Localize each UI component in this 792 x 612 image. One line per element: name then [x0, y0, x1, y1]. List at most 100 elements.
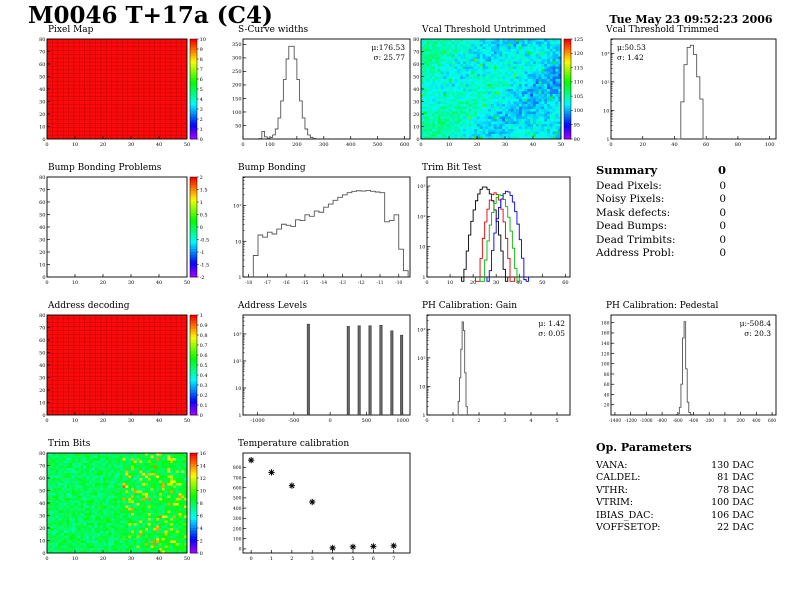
- svg-text:20: 20: [474, 142, 480, 148]
- svg-text:5: 5: [351, 556, 354, 562]
- summary-row-value: 0: [719, 206, 726, 219]
- panel-ph-pedestal: PH Calibration: Pedestal -1400 -1200 -1000…: [594, 301, 784, 428]
- svg-text:180: 180: [601, 320, 610, 326]
- op-parameter-row: IBIAS_DAC: 106 DAC: [596, 510, 754, 522]
- svg-text:200: 200: [737, 419, 745, 424]
- svg-text:40: 40: [156, 142, 162, 148]
- svg-text:0: 0: [419, 142, 422, 148]
- svg-text:8: 8: [200, 501, 203, 507]
- svg-text:20: 20: [100, 280, 106, 286]
- svg-text:1: 1: [200, 200, 203, 206]
- svg-text:0.7: 0.7: [200, 343, 208, 349]
- svg-text:40: 40: [39, 225, 45, 231]
- svg-text:30: 30: [39, 513, 45, 519]
- svg-text:7: 7: [200, 67, 203, 73]
- svg-text:10³: 10³: [417, 184, 425, 190]
- svg-text:40: 40: [413, 87, 419, 93]
- svg-text:10: 10: [72, 556, 78, 562]
- op-parameter-row: VOFFSETOP: 22 DAC: [596, 522, 754, 534]
- svg-text:10: 10: [200, 488, 206, 494]
- svg-text:-10: -10: [395, 281, 402, 286]
- svg-text:50: 50: [39, 350, 45, 356]
- svg-text:-600: -600: [673, 419, 683, 424]
- svg-text:1: 1: [270, 556, 273, 562]
- op-row-value: 130 DAC: [711, 460, 754, 471]
- svg-text:80: 80: [39, 175, 45, 181]
- svg-text:0: 0: [42, 275, 45, 281]
- svg-text:-400: -400: [689, 419, 699, 424]
- summary-row-label: Mask defects:: [596, 206, 671, 219]
- svg-text:140: 140: [601, 341, 610, 347]
- svg-text:1: 1: [238, 275, 241, 281]
- svg-text:σ: 1.42: σ: 1.42: [617, 53, 644, 62]
- op-parameter-row: VANA: 130 DAC: [596, 460, 754, 472]
- op-parameter-row: VTHR: 78 DAC: [596, 485, 754, 497]
- svg-text:95: 95: [574, 123, 580, 129]
- bump-bonding-plot: -18 -17 -16 -15 -14 -13 -12 -11 -10 1 10 10²: [233, 176, 411, 286]
- op-parameters-heading: Op. Parameters: [596, 441, 692, 454]
- svg-text:10²: 10²: [233, 359, 241, 365]
- svg-text:250: 250: [232, 69, 242, 75]
- svg-text:3: 3: [503, 418, 506, 424]
- panel-trimbit-test: Trim Bit Test 0 10 20 30 40 50 60 1 10 10² 10³: [410, 163, 578, 290]
- svg-text:-1.5: -1.5: [200, 262, 210, 268]
- svg-text:40: 40: [516, 280, 522, 286]
- svg-text:30: 30: [39, 237, 45, 243]
- svg-text:10²: 10²: [233, 204, 241, 210]
- svg-text:-2: -2: [200, 275, 205, 281]
- svg-text:30: 30: [128, 418, 134, 424]
- svg-text:-12: -12: [358, 281, 365, 286]
- svg-text:20: 20: [39, 526, 45, 532]
- svg-text:μ: 1.42: μ: 1.42: [539, 319, 566, 328]
- svg-text:0: 0: [45, 280, 48, 286]
- svg-text:-1400: -1400: [609, 419, 622, 424]
- svg-text:4: 4: [529, 418, 532, 424]
- svg-text:1: 1: [200, 127, 203, 133]
- svg-text:80: 80: [604, 372, 610, 378]
- page-title: M0046 T+17a (C4): [28, 2, 273, 29]
- svg-text:0: 0: [45, 142, 48, 148]
- svg-text:70: 70: [39, 325, 45, 331]
- timestamp: Tue May 23 09:52:23 2006: [609, 13, 773, 26]
- scurve-widths-plot: 0 100 200 300 400 500 600 50 100 150 200 250 300 350 μ…: [232, 38, 411, 148]
- svg-text:40: 40: [604, 392, 610, 398]
- svg-text:0: 0: [425, 418, 428, 424]
- svg-text:50: 50: [39, 488, 45, 494]
- svg-text:σ: 20.3: σ: 20.3: [744, 329, 771, 338]
- svg-text:20: 20: [39, 388, 45, 394]
- panel-temperature-calibration: Temperature calibration 0 1 2 3 4 5 6 7 0 100 200 3…: [226, 439, 418, 566]
- svg-text:0: 0: [241, 142, 244, 148]
- svg-text:80: 80: [39, 37, 45, 43]
- svg-text:3: 3: [200, 107, 203, 113]
- svg-text:70: 70: [39, 49, 45, 55]
- panel-title: Bump Bonding: [238, 163, 306, 173]
- svg-text:10: 10: [235, 239, 241, 245]
- svg-text:2: 2: [477, 418, 480, 424]
- svg-text:0: 0: [45, 418, 48, 424]
- svg-text:700: 700: [233, 475, 242, 481]
- svg-text:20: 20: [604, 403, 610, 409]
- svg-text:60: 60: [39, 62, 45, 68]
- svg-text:10: 10: [447, 280, 453, 286]
- svg-text:100: 100: [265, 142, 275, 148]
- svg-text:500: 500: [373, 142, 383, 148]
- summary-rows: Dead Pixels: 0 Noisy Pixels: 0 Mask defects:…: [596, 180, 726, 260]
- svg-text:10: 10: [39, 400, 45, 406]
- panel-vcal-trimmed: Vcal Threshold Trimmed 0 20 40 60 80 100 1 10 10…: [594, 25, 784, 152]
- svg-text:10: 10: [446, 142, 452, 148]
- op-row-value: 100 DAC: [711, 497, 754, 509]
- svg-text:10: 10: [72, 418, 78, 424]
- summary-row-label: Noisy Pixels:: [596, 193, 665, 206]
- svg-text:50: 50: [184, 280, 190, 286]
- summary-row: Dead Bumps: 0: [596, 220, 726, 233]
- svg-text:0: 0: [200, 551, 203, 557]
- summary-row-value: 0: [719, 220, 726, 233]
- op-row-label: IBIAS_DAC:: [596, 509, 654, 521]
- svg-text:2: 2: [200, 175, 203, 181]
- svg-text:0: 0: [42, 413, 45, 419]
- svg-text:300: 300: [232, 56, 242, 62]
- op-row-label: CALDEL:: [596, 472, 641, 484]
- svg-text:90: 90: [574, 137, 580, 143]
